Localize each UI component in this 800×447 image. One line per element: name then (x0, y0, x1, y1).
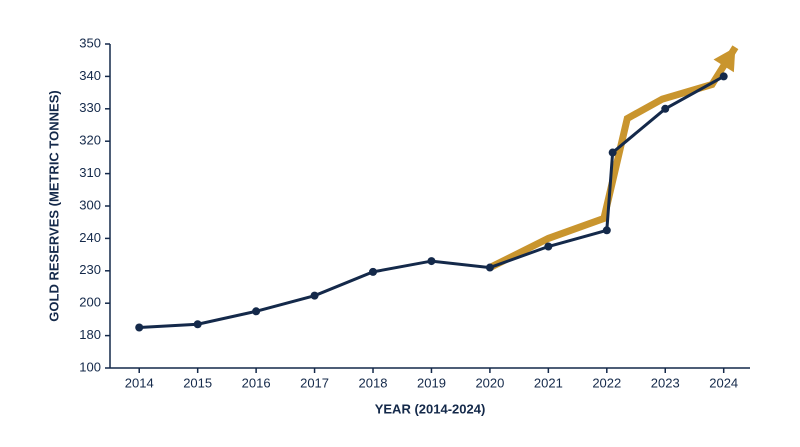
x-tick-label: 2016 (242, 375, 271, 390)
y-tick-label: 200 (79, 295, 101, 310)
data-line (139, 75, 725, 329)
x-tick-label: 2019 (417, 375, 446, 390)
y-tick-label: 320 (79, 133, 101, 148)
trend-arrowhead (713, 47, 736, 73)
data-point (544, 242, 553, 251)
y-tick-label: 100 (79, 359, 101, 374)
y-tick-label: 330 (79, 100, 101, 115)
data-point (719, 72, 728, 81)
x-tick-label: 2017 (300, 375, 329, 390)
y-tick-label: 230 (79, 262, 101, 277)
data-point (369, 267, 378, 276)
y-tick-label: 310 (79, 165, 101, 180)
x-tick-label: 2020 (475, 375, 504, 390)
x-tick-label: 2023 (651, 375, 680, 390)
x-axis-title: YEAR (2014-2024) (375, 401, 486, 416)
data-point (485, 263, 494, 272)
x-tick-label: 2015 (183, 375, 212, 390)
y-tick-label: 300 (79, 197, 101, 212)
x-tick-label: 2021 (534, 375, 563, 390)
data-point (427, 257, 436, 266)
y-tick-label: 340 (79, 68, 101, 83)
data-point (608, 148, 617, 157)
x-tick-label: 2014 (125, 375, 154, 390)
y-tick-label: 350 (79, 35, 101, 50)
data-point (252, 307, 261, 316)
x-tick-label: 2018 (359, 375, 388, 390)
y-tick-label: 180 (79, 327, 101, 342)
data-point (661, 104, 670, 113)
x-tick-label: 2024 (709, 375, 738, 390)
data-point (310, 291, 319, 300)
data-point (193, 320, 202, 329)
x-tick-label: 2022 (592, 375, 621, 390)
y-axis-title: GOLD RESERVES (METRIC TONNES) (46, 90, 61, 321)
data-point (135, 323, 144, 332)
y-tick-label: 240 (79, 230, 101, 245)
data-point (602, 226, 611, 235)
